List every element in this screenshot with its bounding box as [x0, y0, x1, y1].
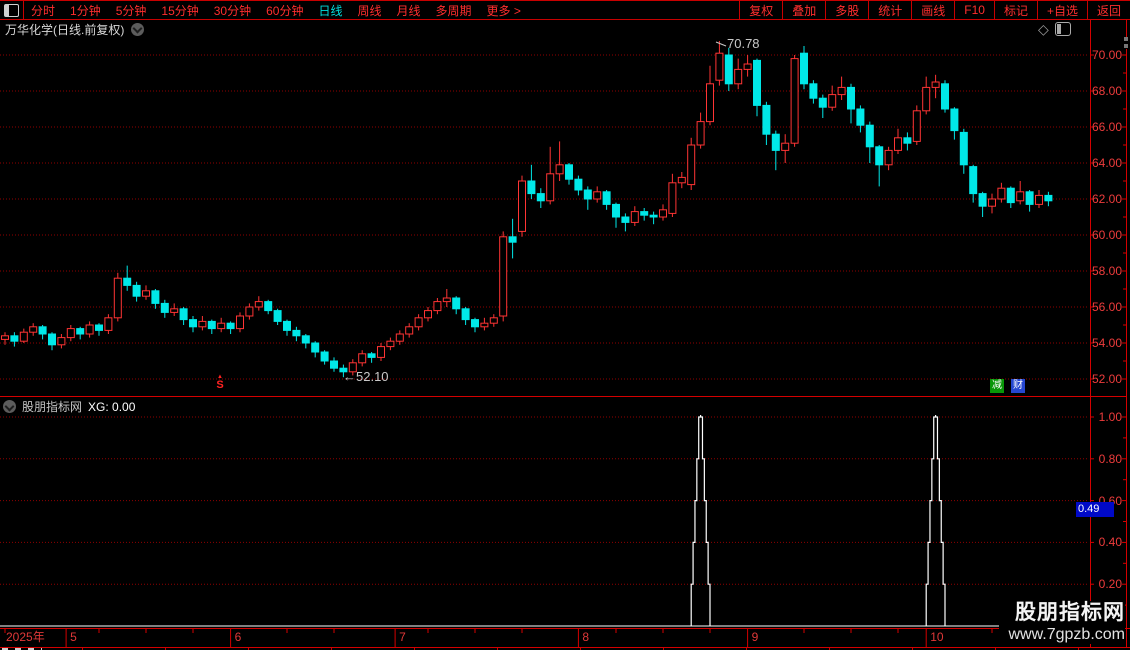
- watermark: 股朋指标网 www.7gpzb.com: [998, 601, 1126, 644]
- tab-fenshi[interactable]: 分时: [31, 3, 56, 18]
- layout-toggle-button[interactable]: [0, 1, 24, 19]
- btn-adjust-rights[interactable]: 复权: [739, 1, 782, 19]
- ex-dividend-marker: ▲ S: [214, 374, 226, 391]
- watermark-site-name: 股朋指标网: [1015, 601, 1125, 624]
- low-annotation: ←52.10: [343, 369, 389, 384]
- tab-daily[interactable]: 日线: [318, 3, 343, 18]
- left-arrow-icon: ←: [343, 369, 356, 384]
- chart-title-bar: 万华化学(日线.前复权): [0, 20, 1090, 38]
- indicator-name: 股朋指标网: [22, 400, 83, 414]
- btn-f10[interactable]: F10: [954, 1, 994, 19]
- toolbar: 分时 1分钟 5分钟 15分钟 30分钟 60分钟 日线 周线 月线 多周期 更…: [0, 0, 1130, 20]
- high-annotation: 70.78: [727, 36, 760, 51]
- bottom-cut-strip: [0, 648, 1130, 650]
- tab-multi-period[interactable]: 多周期: [435, 3, 472, 18]
- financial-report-badge[interactable]: 财: [1011, 379, 1025, 393]
- btn-overlay[interactable]: 叠加: [782, 1, 825, 19]
- btn-back[interactable]: 返回: [1086, 1, 1130, 19]
- period-tabs: 分时 1分钟 5分钟 15分钟 30分钟 60分钟 日线 周线 月线 多周期 更…: [24, 1, 521, 19]
- diamond-icon[interactable]: ◇: [1038, 21, 1049, 37]
- scrollbar-nub[interactable]: [1124, 37, 1128, 49]
- tab-monthly[interactable]: 月线: [396, 3, 421, 18]
- btn-draw-line[interactable]: 画线: [911, 1, 954, 19]
- btn-add-watchlist[interactable]: +自选: [1036, 1, 1087, 19]
- tab-weekly[interactable]: 周线: [357, 3, 382, 18]
- btn-multi-stock[interactable]: 多股: [825, 1, 868, 19]
- indicator-header: 股朋指标网 XG: 0.00: [3, 398, 135, 415]
- title-chevron-down-icon[interactable]: [131, 22, 145, 36]
- tab-30min[interactable]: 30分钟: [213, 3, 252, 18]
- tab-60min[interactable]: 60分钟: [266, 3, 304, 18]
- tool-buttons: 复权 叠加 多股 统计 画线 F10 标记 +自选 返回: [739, 1, 1130, 19]
- tab-15min[interactable]: 15分钟: [161, 3, 199, 18]
- tab-1min[interactable]: 1分钟: [70, 3, 101, 18]
- tab-5min[interactable]: 5分钟: [115, 3, 147, 18]
- up-triangle-icon: ▲: [217, 374, 223, 380]
- chart-title: 万华化学(日线.前复权): [5, 22, 125, 37]
- btn-statistics[interactable]: 统计: [868, 1, 911, 19]
- indicator-series-value: 0.00: [112, 399, 136, 414]
- axis-value-badge: 0.49: [1076, 502, 1114, 517]
- indicator-chevron-down-icon[interactable]: [3, 400, 16, 413]
- panel-layout-icon[interactable]: [1054, 22, 1071, 36]
- title-right-icons: ◇: [1038, 22, 1071, 36]
- tab-more[interactable]: 更多 >: [486, 3, 521, 18]
- btn-mark[interactable]: 标记: [993, 1, 1037, 19]
- layout-icon: [4, 3, 19, 17]
- watermark-url: www.7gpzb.com: [1008, 626, 1126, 643]
- indicator-series-label: XG: 0.00: [88, 399, 136, 414]
- holder-reduction-badge[interactable]: 减: [990, 379, 1004, 393]
